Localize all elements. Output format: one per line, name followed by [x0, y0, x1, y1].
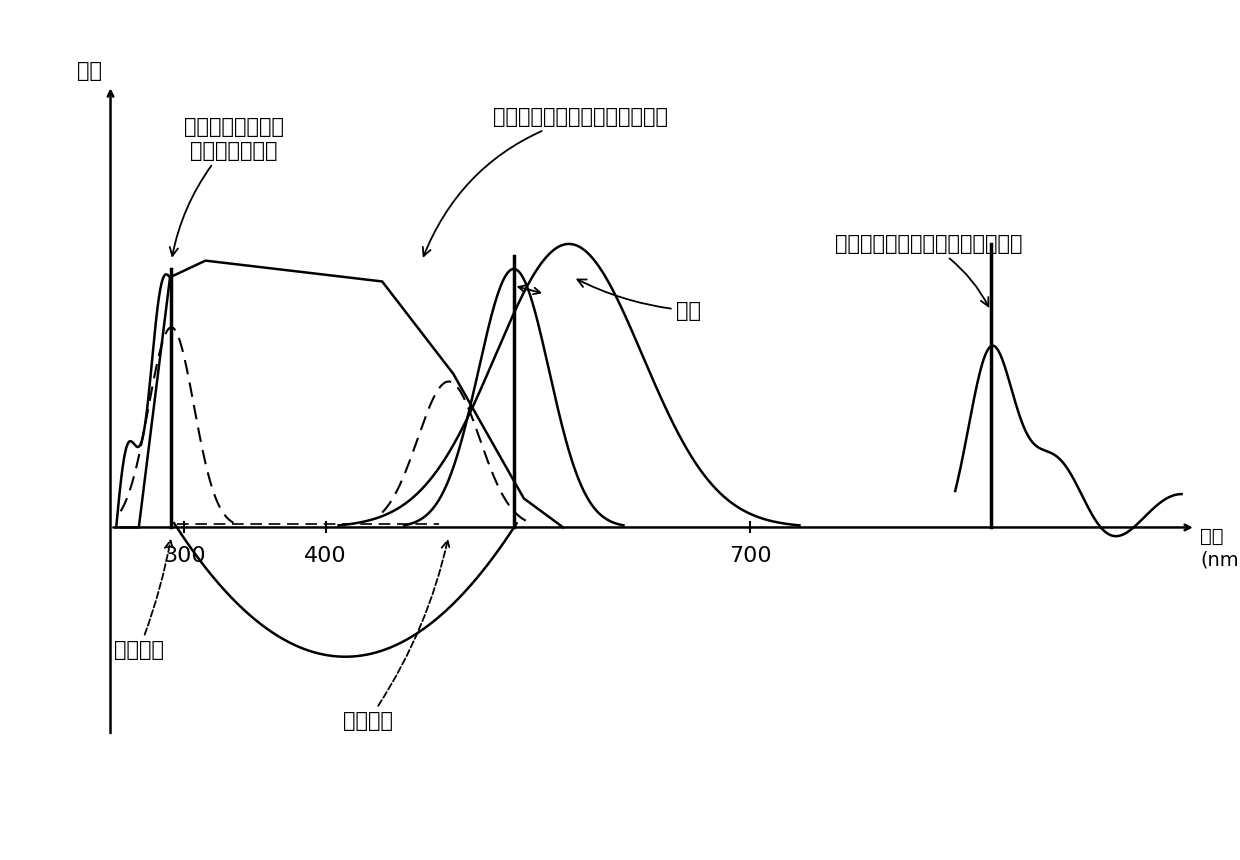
Text: 利用可见区中的光的单光子激发: 利用可见区中的光的单光子激发	[423, 108, 668, 256]
Text: 400: 400	[304, 546, 347, 566]
Text: 利用近红外区中的光的双光子激发: 利用近红外区中的光的双光子激发	[835, 234, 1023, 306]
Text: 强度: 强度	[77, 61, 102, 82]
Text: 荧光: 荧光	[578, 280, 702, 321]
Text: 吸收波长: 吸收波长	[343, 540, 450, 731]
Text: 300: 300	[162, 546, 206, 566]
Text: 吸收波长: 吸收波长	[114, 541, 174, 660]
Text: 700: 700	[729, 546, 771, 566]
Text: 波长
(nm): 波长 (nm)	[1200, 527, 1240, 569]
Text: 利用深紫外区中的
光的单光子激发: 利用深紫外区中的 光的单光子激发	[170, 117, 284, 256]
